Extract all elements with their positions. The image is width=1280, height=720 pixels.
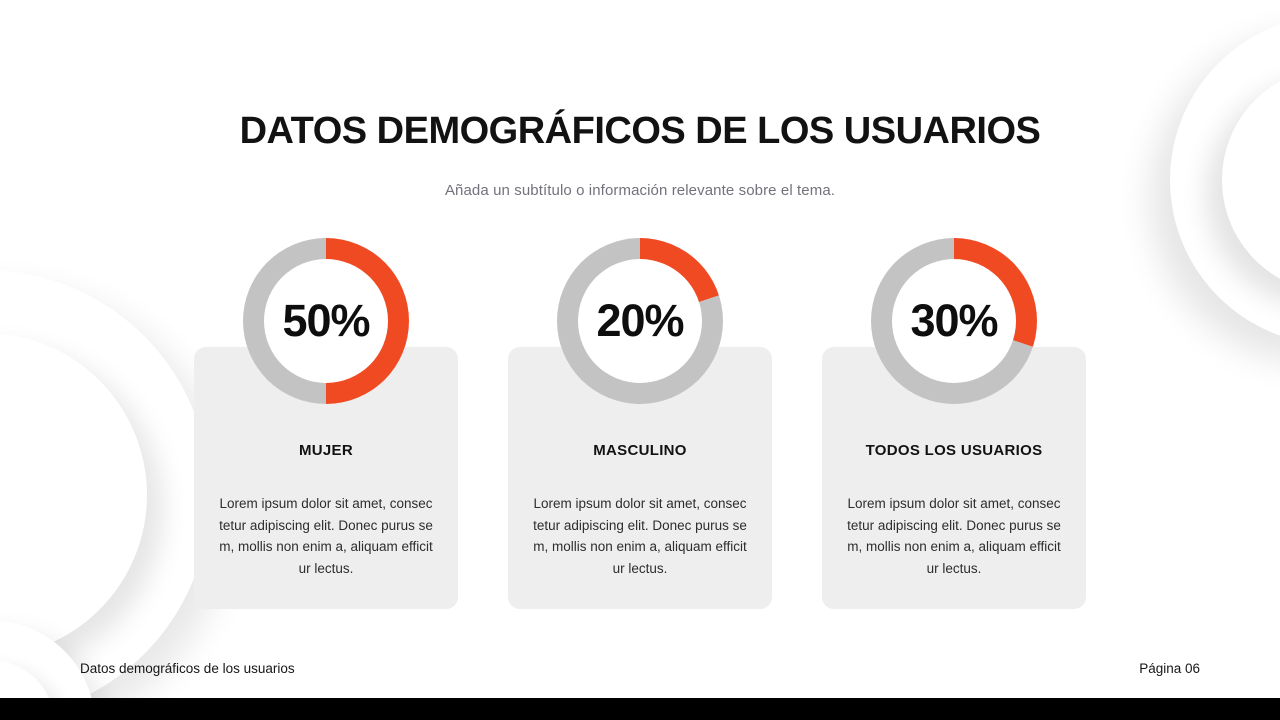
stat-card-body: Lorem ipsum dolor sit amet, consec tetur… (533, 496, 747, 576)
donut-percent-label: 50% (282, 295, 370, 346)
stat-card-mujer: MUJER Lorem ipsum dolor sit amet, consec… (194, 347, 458, 609)
donut-hole: 20% (578, 259, 702, 383)
stat-column-mujer: 50% MUJER Lorem ipsum dolor sit amet, co… (194, 238, 458, 609)
donut-percent-label: 20% (596, 295, 684, 346)
stat-card-body: Lorem ipsum dolor sit amet, consec tetur… (847, 496, 1061, 576)
slide-header: DATOS DEMOGRÁFICOS DE LOS USUARIOS Añada… (0, 0, 1280, 199)
donut-chart-mujer: 50% (243, 238, 409, 404)
stat-card-heading: MASCULINO (593, 442, 687, 459)
bottom-black-bar (0, 698, 1280, 720)
slide-title: DATOS DEMOGRÁFICOS DE LOS USUARIOS (239, 110, 1041, 152)
footer-slide-name: Datos demográficos de los usuarios (80, 661, 295, 676)
stat-column-masculino: 20% MASCULINO Lorem ipsum dolor sit amet… (508, 238, 772, 609)
stats-row: 50% MUJER Lorem ipsum dolor sit amet, co… (0, 238, 1280, 609)
stat-column-todos-los-usuarios: 30% TODOS LOS USUARIOS Lorem ipsum dolor… (822, 238, 1086, 609)
donut-hole: 50% (264, 259, 388, 383)
donut-hole: 30% (892, 259, 1016, 383)
donut-percent-label: 30% (910, 295, 998, 346)
stat-card-heading: TODOS LOS USUARIOS (865, 442, 1043, 459)
stat-card-body: Lorem ipsum dolor sit amet, consec tetur… (219, 496, 433, 576)
slide-footer: Datos demográficos de los usuarios Págin… (80, 661, 1200, 676)
stat-card-heading: MUJER (298, 442, 353, 459)
slide-subtitle: Añada un subtítulo o información relevan… (444, 181, 836, 199)
footer-page-number: Página 06 (1139, 661, 1200, 676)
donut-chart-todos-los-usuarios: 30% (871, 238, 1037, 404)
donut-chart-masculino: 20% (557, 238, 723, 404)
